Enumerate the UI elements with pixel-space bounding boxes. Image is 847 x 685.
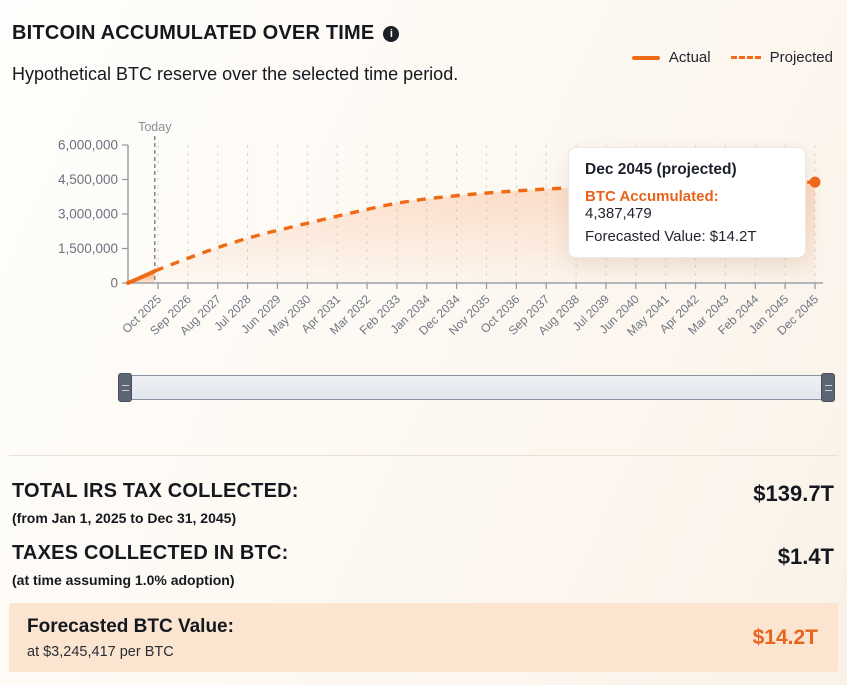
header: BITCOIN ACCUMULATED OVER TIME i: [12, 22, 400, 45]
solid-line-swatch-icon: [631, 55, 660, 60]
y-axis-label: 3,000,000: [58, 207, 118, 222]
grip-icon: [824, 384, 832, 391]
stat-label-taxes-in-btc: TAXES COLLECTED IN BTC:: [12, 542, 289, 564]
forecasted-btc-value-row: Forecasted BTC Value: at $3,245,417 per …: [9, 603, 838, 672]
y-axis-label: 6,000,000: [58, 138, 118, 153]
tooltip-value-btc-accumulated: 4,387,479: [585, 205, 652, 222]
chart-legend: Actual Projected: [631, 49, 833, 66]
legend-item-projected[interactable]: Projected: [730, 49, 833, 66]
stat-label-total-irs-tax: TOTAL IRS TAX COLLECTED:: [12, 480, 299, 502]
y-axis-label: 4,500,000: [58, 172, 118, 187]
stat-sublabel-total-irs-tax: (from Jan 1, 2025 to Dec 31, 2045): [12, 510, 237, 526]
brush-handle-left[interactable]: [118, 373, 132, 402]
tooltip-label-forecasted-value: Forecasted Value:: [585, 228, 706, 245]
today-label: Today: [138, 120, 172, 134]
brush-track[interactable]: [130, 375, 823, 400]
actual-area: [128, 271, 155, 283]
forecasted-btc-value-labels: Forecasted BTC Value: at $3,245,417 per …: [27, 616, 234, 660]
page-title: BITCOIN ACCUMULATED OVER TIME: [12, 22, 375, 44]
tooltip-title: Dec 2045 (projected): [585, 161, 737, 178]
tooltip-value-forecasted-value: $14.2T: [709, 228, 757, 245]
tooltip-row-btc: BTC Accumulated: 4,387,479: [585, 188, 789, 222]
legend-label-actual: Actual: [668, 49, 711, 66]
legend-item-actual[interactable]: Actual: [631, 49, 711, 66]
dashed-line-swatch-icon: [730, 56, 761, 59]
end-point-dot[interactable]: [809, 176, 821, 188]
section-divider: [9, 455, 838, 456]
chart-tooltip: Dec 2045 (projected) BTC Accumulated: 4,…: [568, 147, 806, 258]
tooltip-row-forecast: Forecasted Value: $14.2T: [585, 228, 789, 245]
actual-line: [126, 269, 157, 285]
tooltip-label-btc-accumulated: BTC Accumulated:: [585, 188, 719, 205]
legend-label-projected: Projected: [769, 49, 833, 66]
highlight-label: Forecasted BTC Value:: [27, 615, 234, 637]
highlight-sublabel: at $3,245,417 per BTC: [27, 643, 174, 660]
y-axis-label: 0: [110, 276, 118, 291]
brush-handle-right[interactable]: [821, 373, 835, 402]
time-range-brush: [118, 373, 835, 404]
chart-subtitle: Hypothetical BTC reserve over the select…: [12, 64, 459, 84]
stat-value-total-irs-tax: $139.7T: [753, 481, 834, 506]
grip-icon: [121, 384, 129, 391]
highlight-value: $14.2T: [752, 625, 818, 649]
stat-sublabel-taxes-in-btc: (at time assuming 1.0% adoption): [12, 572, 235, 588]
stat-value-taxes-in-btc: $1.4T: [777, 544, 834, 569]
y-axis-label: 1,500,000: [58, 241, 118, 256]
info-icon[interactable]: i: [383, 25, 400, 42]
